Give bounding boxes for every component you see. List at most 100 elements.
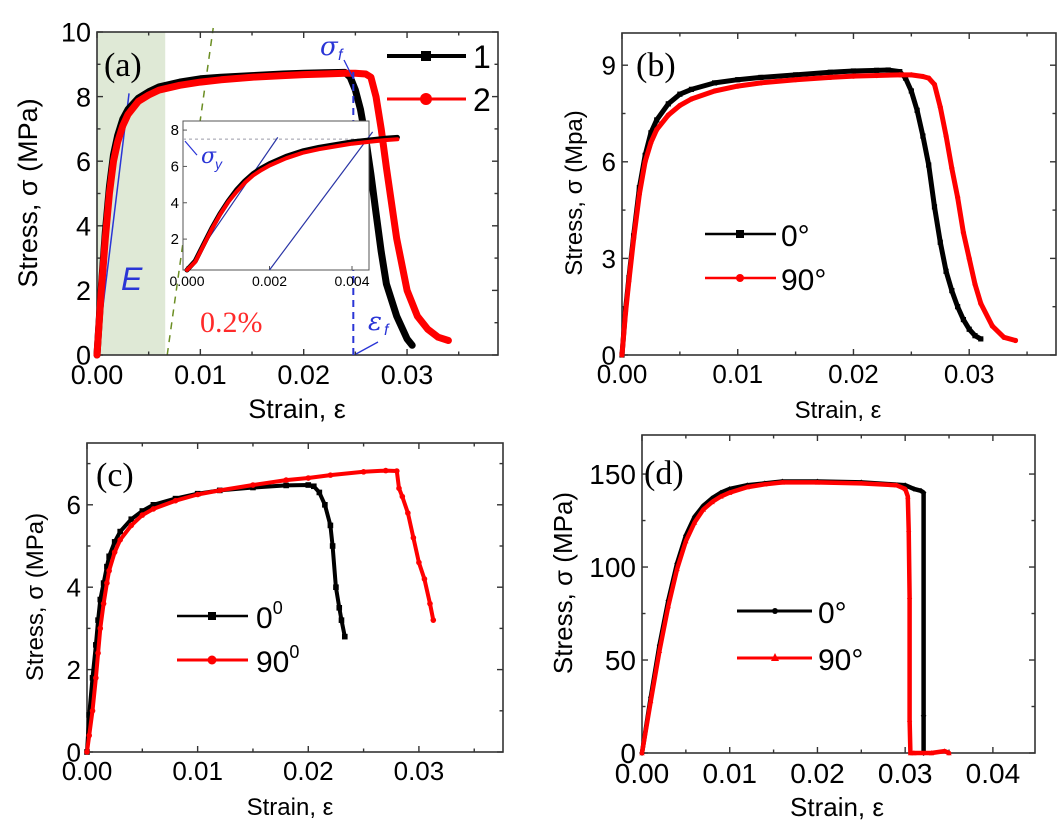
x-tick-label: 0.00 xyxy=(597,359,648,389)
data-point xyxy=(700,506,707,512)
panel-b-ylabel: Stress, σ (Mpa) xyxy=(561,110,588,276)
inset-x-tick-label: 0.002 xyxy=(252,273,287,289)
data-point xyxy=(139,508,146,514)
data-point xyxy=(718,493,724,499)
x-tick-label: 0.03 xyxy=(381,360,434,390)
data-point xyxy=(305,475,312,481)
plot-frame xyxy=(641,434,1036,754)
x-tick-label: 0.03 xyxy=(394,756,445,786)
data-point xyxy=(949,165,955,171)
data-point xyxy=(104,580,110,586)
panel-c-legend: 00 900 xyxy=(177,598,299,679)
y-tick-label: 4 xyxy=(67,573,81,603)
data-point xyxy=(943,268,949,274)
data-point xyxy=(150,502,157,508)
panel-a-plot-area: 0.00 0.01 0.02 0.03 0 2 4 6 8 10 xyxy=(61,18,499,390)
data-point xyxy=(709,499,715,505)
series-line-1 xyxy=(93,69,452,359)
x-tick-label: 0.02 xyxy=(283,756,334,786)
panel-b-plot-area: 0.00 0.01 0.02 0.03 0 3 6 9 xyxy=(597,32,1057,389)
data-point xyxy=(674,566,680,572)
panel-a-xlabel: Strain, ε xyxy=(248,394,346,424)
sigma-f-symbol: σ xyxy=(320,32,339,62)
data-point xyxy=(972,281,978,287)
legend-label-90deg: 90° xyxy=(818,644,863,677)
data-point xyxy=(908,72,914,78)
data-point xyxy=(100,580,107,586)
data-point xyxy=(97,625,104,632)
data-point xyxy=(283,482,289,489)
data-point xyxy=(626,278,632,284)
data-point xyxy=(920,489,927,496)
x-tick-label: 0.00 xyxy=(615,758,670,789)
legend-marker-1 xyxy=(421,51,431,61)
x-tick-label: 0.02 xyxy=(828,359,879,389)
legend-marker-2 xyxy=(420,93,432,105)
panel-a-legend: 1 2 xyxy=(387,39,491,118)
y-tick-label: 2 xyxy=(67,655,81,685)
y-tick-label: 0 xyxy=(602,340,616,370)
panel-c-ylabel: Stress, σ (MPa) xyxy=(22,513,49,681)
series-line-1 xyxy=(85,468,436,754)
data-point xyxy=(341,633,348,640)
data-point xyxy=(918,487,924,494)
data-point xyxy=(709,495,716,502)
data-point xyxy=(336,605,343,611)
data-point xyxy=(978,300,984,307)
data-point xyxy=(955,194,961,200)
data-point xyxy=(194,491,201,498)
data-point xyxy=(911,486,917,492)
data-point xyxy=(966,326,972,332)
y-tick-label: 0 xyxy=(620,738,636,769)
data-point xyxy=(654,127,660,133)
y-tick-label: 2 xyxy=(76,276,91,306)
series-line-0 xyxy=(619,67,984,358)
panel-b-xlabel: Strain, ε xyxy=(795,397,882,424)
data-point xyxy=(943,133,949,139)
data-point xyxy=(911,750,917,756)
legend-label-0deg: 0° xyxy=(781,220,810,253)
data-point xyxy=(86,712,93,718)
sigma-y-pointer xyxy=(184,140,198,156)
data-point xyxy=(920,73,926,80)
series-line-1 xyxy=(619,72,1018,358)
data-point xyxy=(902,75,909,81)
data-point xyxy=(920,712,927,719)
data-point xyxy=(642,159,648,165)
y-tick-label: 3 xyxy=(602,244,616,274)
data-point xyxy=(902,486,908,492)
x-tick-label: 0.01 xyxy=(702,758,757,789)
data-point xyxy=(93,642,99,648)
panel-c-plot-area: 0.00 0.01 0.02 0.03 0 2 4 6 xyxy=(62,442,504,786)
data-point xyxy=(762,481,768,487)
data-point xyxy=(322,502,328,508)
data-point xyxy=(744,484,750,490)
panel-b-label: (b) xyxy=(636,47,676,84)
data-point xyxy=(93,675,99,681)
sigma-f-pointer xyxy=(343,59,354,79)
data-point xyxy=(955,304,961,310)
data-point xyxy=(758,74,764,81)
data-point xyxy=(305,482,312,488)
panel-d-legend: 0° 90° xyxy=(737,597,863,677)
x-tick-label: 0.02 xyxy=(790,758,845,789)
data-point xyxy=(656,647,663,653)
legend-label-90deg: 90° xyxy=(781,264,826,297)
y-tick-label: 50 xyxy=(605,645,636,676)
data-point xyxy=(622,310,629,316)
data-point xyxy=(117,528,123,535)
data-point xyxy=(906,593,913,599)
data-point xyxy=(393,468,400,474)
x-tick-label: 0.03 xyxy=(878,758,933,789)
x-tick-label: 0.01 xyxy=(712,359,763,389)
data-point xyxy=(905,493,911,499)
x-tick-label: 0.00 xyxy=(62,756,113,786)
data-point xyxy=(677,102,683,109)
data-point xyxy=(850,68,857,74)
inset-y-tick-label: 2 xyxy=(171,231,179,248)
annotation-offset: 0.2% xyxy=(200,306,263,339)
data-point xyxy=(172,497,179,504)
legend-value-90deg: 90 xyxy=(256,646,289,679)
legend-label-0deg: 00 xyxy=(256,598,283,635)
y-tick-label: 0 xyxy=(76,341,91,371)
